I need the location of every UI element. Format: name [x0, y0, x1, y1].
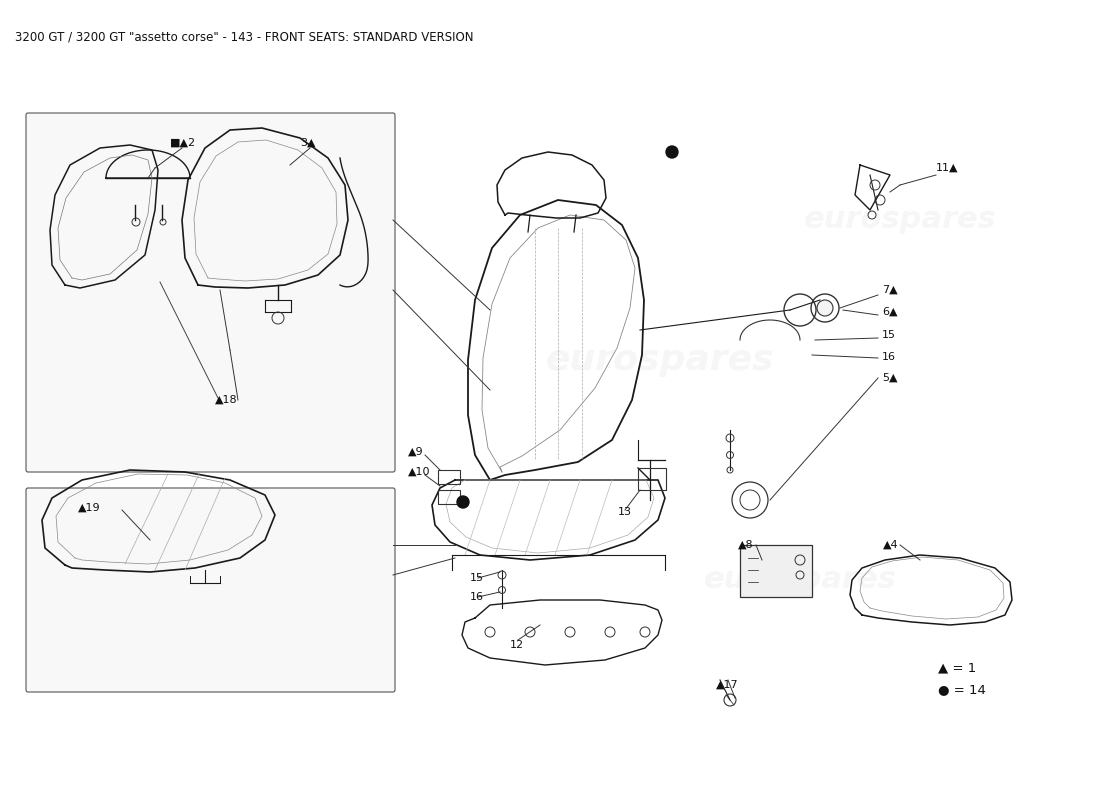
Text: eurospares: eurospares	[704, 566, 896, 594]
Circle shape	[666, 146, 678, 158]
Text: ▲17: ▲17	[716, 680, 738, 690]
Text: ▲19: ▲19	[78, 503, 100, 513]
Text: 13: 13	[618, 507, 632, 517]
Text: 15: 15	[882, 330, 896, 340]
Text: 3▲: 3▲	[300, 138, 316, 148]
Text: 15: 15	[470, 573, 484, 583]
Bar	[438, 470, 460, 484]
Text: ▲8: ▲8	[738, 540, 754, 550]
Text: 7▲: 7▲	[882, 285, 898, 295]
Text: 11▲: 11▲	[936, 163, 958, 173]
Text: ▲ = 1: ▲ = 1	[938, 662, 977, 674]
Circle shape	[817, 300, 833, 316]
Text: 16: 16	[470, 592, 484, 602]
Bar	[740, 545, 812, 597]
Text: ▲4: ▲4	[883, 540, 899, 550]
Text: 16: 16	[882, 352, 896, 362]
Text: 5▲: 5▲	[882, 373, 898, 383]
Text: 3200 GT / 3200 GT "assetto corse" - 143 - FRONT SEATS: STANDARD VERSION: 3200 GT / 3200 GT "assetto corse" - 143 …	[15, 30, 473, 43]
Circle shape	[456, 496, 469, 508]
Text: ● = 14: ● = 14	[938, 683, 986, 697]
FancyBboxPatch shape	[26, 113, 395, 472]
Bar	[638, 468, 666, 490]
Text: ■▲2: ■▲2	[170, 138, 196, 148]
Text: eurospares: eurospares	[546, 343, 774, 377]
Text: eurospares: eurospares	[112, 336, 288, 364]
Bar	[438, 490, 460, 504]
Text: ▲9: ▲9	[408, 447, 424, 457]
FancyBboxPatch shape	[26, 488, 395, 692]
Text: ▲18: ▲18	[214, 395, 238, 405]
Text: eurospares: eurospares	[112, 586, 288, 614]
Text: 12: 12	[510, 640, 524, 650]
Text: eurospares: eurospares	[804, 206, 997, 234]
Text: 6▲: 6▲	[882, 307, 898, 317]
Text: ▲10: ▲10	[408, 467, 430, 477]
